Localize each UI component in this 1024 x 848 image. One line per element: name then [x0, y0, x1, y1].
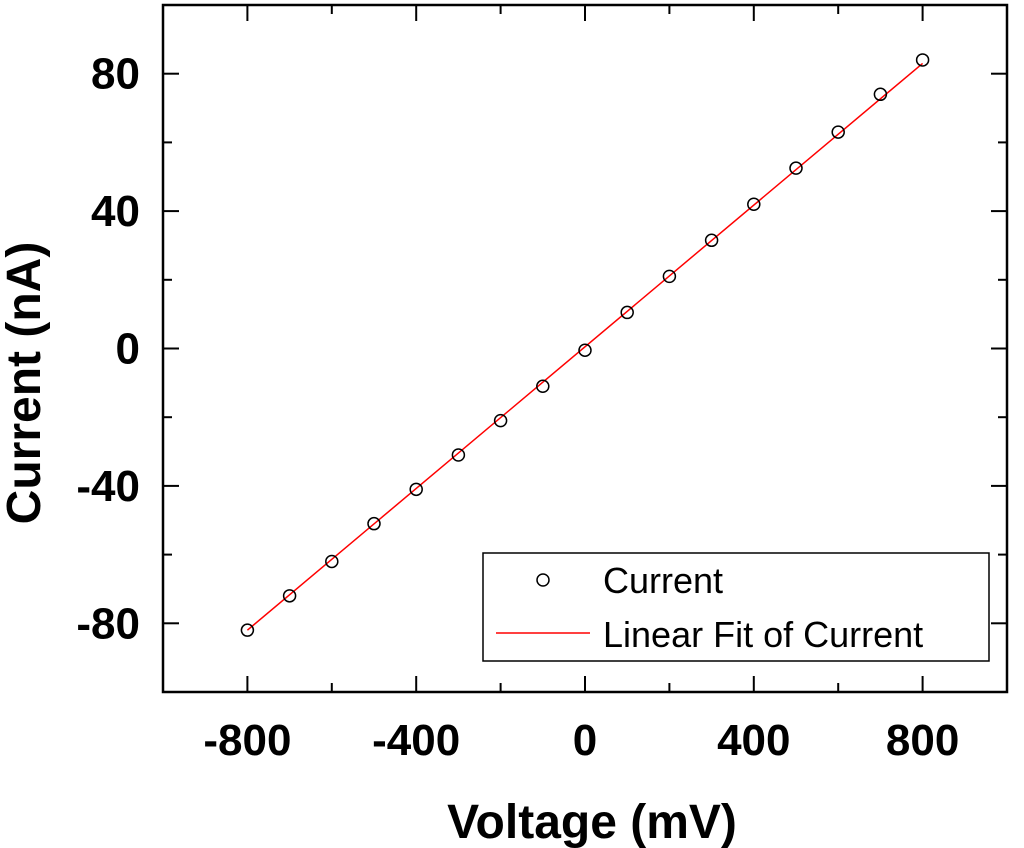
- y-tick-label: 80: [91, 50, 140, 99]
- data-point: [747, 197, 761, 211]
- data-point: [325, 554, 339, 569]
- x-tick-label: -800: [203, 716, 291, 765]
- data-point: [704, 233, 719, 248]
- data-point: [789, 161, 803, 175]
- data-points: [240, 53, 930, 637]
- linear-fit-line: [246, 62, 924, 631]
- x-tick-labels: -800 -400 0 400 800: [203, 716, 959, 765]
- legend: Current Linear Fit of Current: [482, 552, 990, 662]
- data-point: [662, 269, 677, 284]
- y-tick-label: 40: [91, 187, 140, 236]
- legend-label-current: Current: [603, 560, 723, 601]
- data-point: [493, 413, 508, 428]
- data-point: [915, 53, 930, 67]
- y-tick-label: -80: [76, 599, 140, 648]
- y-axis-title: Current (nA): [0, 242, 51, 525]
- data-point: [831, 125, 845, 139]
- y-tick-labels: -80 -40 0 40 80: [76, 50, 140, 649]
- axis-ticks: [163, 5, 1007, 692]
- data-point: [620, 305, 634, 320]
- data-point: [409, 482, 423, 497]
- x-tick-label: 400: [717, 716, 790, 765]
- x-tick-label: 800: [886, 716, 959, 765]
- x-tick-label: -400: [372, 716, 460, 765]
- data-point: [282, 589, 297, 603]
- y-tick-label: 0: [116, 325, 140, 374]
- data-point: [536, 379, 550, 394]
- legend-box: [482, 552, 990, 662]
- data-point: [451, 448, 466, 462]
- y-tick-label: -40: [76, 462, 140, 511]
- data-point: [367, 516, 381, 531]
- x-axis-title: Voltage (mV): [447, 796, 737, 848]
- fit-line-layer: [246, 62, 924, 631]
- data-point: [873, 87, 888, 102]
- legend-label-fit: Linear Fit of Current: [603, 614, 923, 655]
- x-tick-label: 0: [573, 716, 597, 765]
- legend-marker-circle: [536, 573, 550, 587]
- data-point: [240, 623, 255, 637]
- data-point: [578, 343, 592, 357]
